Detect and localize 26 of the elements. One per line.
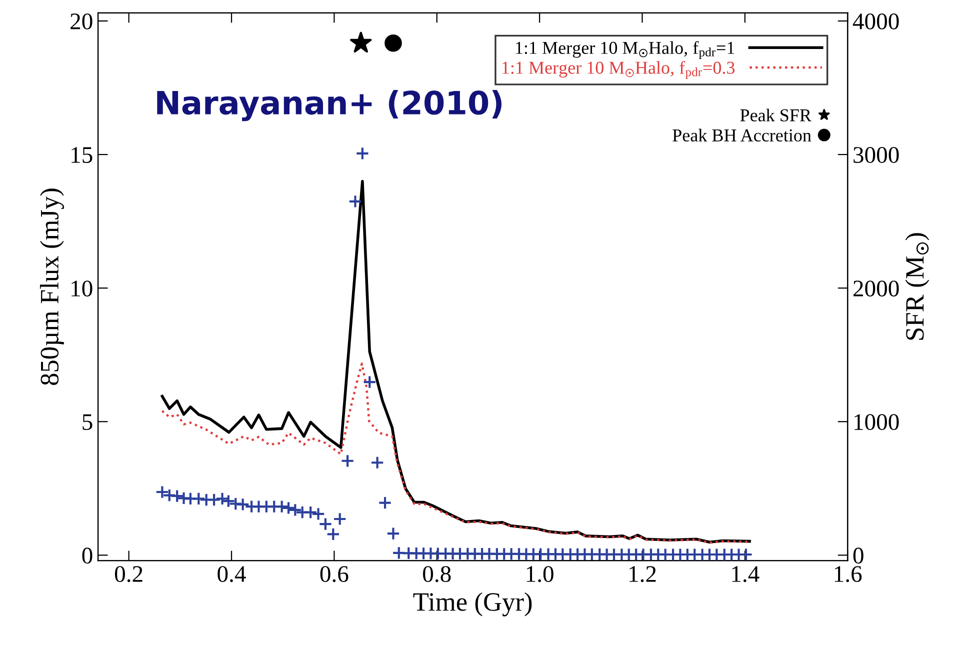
y-tick-label: 10 (72, 280, 92, 296)
legend-label: Peak BH Accretion (672, 128, 812, 142)
y-tick-label: 0 (82, 548, 92, 564)
x-tick-label: 1.4 (732, 566, 760, 582)
y2-axis-title: SFR (M$_{☉}$) (905, 233, 930, 340)
x-tick-label: 0.8 (423, 566, 451, 582)
legend-label: 1:1 Merger 10 M$_{☉}$Halo, f$_{pdr}$=0.3 (502, 60, 735, 79)
legend-label: 1:1 Merger 10 M$_{☉}$Halo, f$_{pdr}$=1 (516, 41, 734, 59)
y-tick-label: 15 (72, 147, 92, 163)
y-tick-label: 20 (70, 13, 92, 30)
x-axis-title: Time (Gyr) (413, 592, 532, 616)
x-tick-label: 1.6 (834, 566, 862, 582)
x-tick-label: 0.2 (114, 566, 142, 582)
x-tick-label: 0.6 (320, 566, 348, 582)
y-tick-label: 5 (82, 414, 92, 430)
y2-tick-label: 4000 (852, 13, 899, 30)
annotation: Narayanan+ (2010) (157, 90, 502, 122)
y2-tick-label: 2000 (854, 280, 899, 296)
y2-tick-label: 3000 (854, 147, 899, 163)
x-tick-label: 1.0 (526, 566, 554, 582)
y-axis-title: 850µm Flux (mJy) (40, 188, 64, 385)
y2-tick-label: 1000 (854, 414, 899, 430)
x-tick-label: 0.4 (218, 566, 246, 582)
y2-tick-label: 0 (853, 548, 864, 564)
legend-label: Peak SFR (740, 108, 812, 122)
x-tick-label: 1.2 (630, 566, 656, 582)
